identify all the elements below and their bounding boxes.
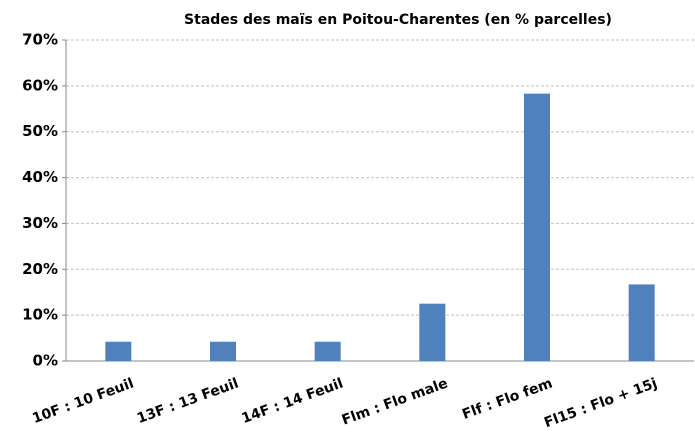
bar [419, 303, 446, 361]
bar [210, 341, 236, 361]
y-tick-label: 50% [22, 122, 58, 140]
x-tick-label: Fl15 : Flo + 15j [542, 375, 659, 431]
bar [105, 341, 132, 361]
y-tick-label: 60% [22, 76, 58, 94]
y-tick-label: 70% [22, 31, 58, 49]
x-tick-label: 13F : 13 Feuil [135, 375, 241, 427]
bar [314, 341, 341, 361]
y-tick-label: 0% [33, 352, 58, 370]
x-tick-label: Flm : Flo male [340, 375, 450, 428]
bar [628, 284, 655, 361]
y-tick-label: 40% [22, 168, 58, 186]
y-tick-label: 10% [22, 306, 58, 324]
y-tick-label: 20% [22, 260, 58, 278]
x-tick-label: 14F : 14 Feuil [240, 375, 346, 427]
x-tick-label: 10F : 10 Feuil [30, 375, 136, 427]
chart-title: Stades des maïs en Poitou-Charentes (en … [184, 12, 612, 28]
y-tick-label: 30% [22, 214, 58, 232]
bar [524, 93, 550, 361]
x-tick-label: Flf : Flo fem [460, 375, 555, 422]
